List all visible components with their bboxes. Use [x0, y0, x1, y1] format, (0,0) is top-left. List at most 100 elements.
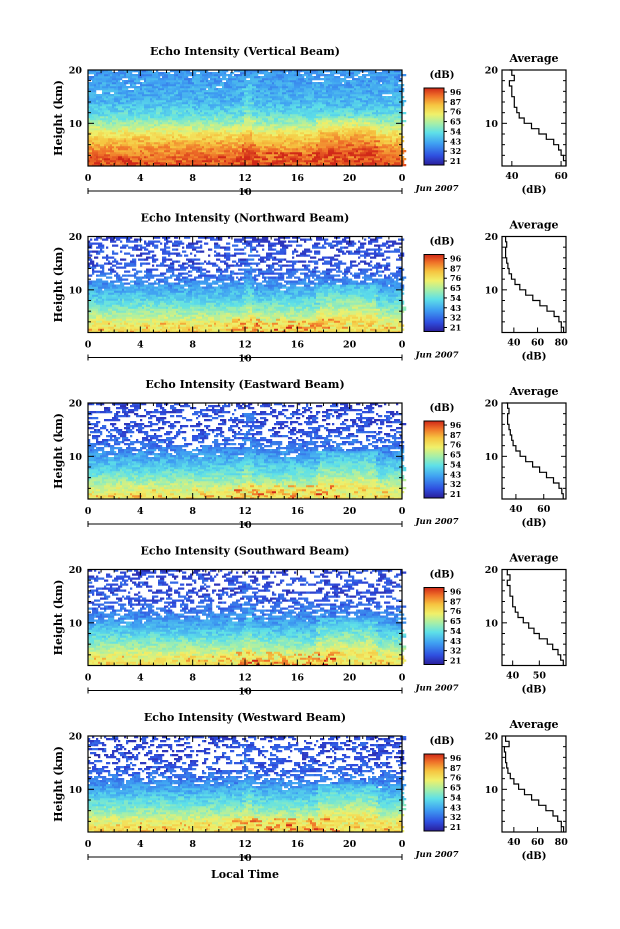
heatmap-cell [348, 142, 353, 145]
heatmap-cell [364, 136, 371, 139]
heatmap-cell [270, 320, 277, 323]
heatmap-cell [186, 114, 189, 117]
heatmap-cell [326, 144, 333, 147]
heatmap-cell [332, 158, 337, 161]
heatmap-cell [248, 146, 253, 149]
heatmap-cell [250, 330, 257, 333]
heatmap-cell [168, 120, 171, 123]
heatmap-cell [132, 316, 137, 319]
heatmap-cell [112, 82, 117, 85]
heatmap-cell [312, 86, 315, 89]
heatmap-cell [132, 134, 135, 137]
heatmap-cell [140, 156, 145, 159]
heatmap-cell [234, 304, 239, 307]
heatmap-cell [396, 86, 399, 89]
heatmap-cell [382, 148, 387, 151]
heatmap-cell [354, 74, 359, 77]
heatmap-cell [126, 76, 133, 79]
heatmap-cell [362, 150, 365, 153]
heatmap-cell [226, 316, 233, 319]
heatmap-cell [116, 144, 121, 147]
heatmap-cell [124, 110, 129, 113]
heatmap-cell [400, 306, 407, 309]
heatmap-cell [302, 156, 307, 159]
heatmap-cell [132, 156, 139, 159]
heatmap-cell [284, 160, 287, 163]
heatmap-cell [98, 326, 105, 329]
heatmap-cell [148, 156, 155, 159]
heatmap-cell [338, 324, 345, 327]
heatmap-cell [320, 84, 325, 87]
heatmap-cell [254, 70, 257, 73]
heatmap-cell [150, 106, 155, 109]
heatmap-cell [114, 108, 119, 111]
heatmap-cell [282, 80, 285, 83]
heatmap-cell [156, 132, 163, 135]
heatmap-cell [362, 310, 369, 313]
heatmap-cell [316, 326, 323, 329]
heatmap-cell [316, 118, 319, 121]
heatmap-cell [394, 146, 399, 149]
heatmap-cell [216, 322, 223, 325]
heatmap-cell [306, 82, 313, 85]
heatmap-cell [158, 78, 161, 81]
heatmap-cell [216, 108, 221, 111]
heatmap-cell [354, 116, 359, 119]
heatmap-cell [234, 122, 241, 125]
heatmap-cell [282, 150, 289, 153]
heatmap-cell [324, 328, 327, 331]
heatmap-cell [188, 88, 195, 91]
heatmap-cell [106, 146, 109, 149]
heatmap-cell [102, 158, 105, 161]
heatmap-cell [392, 102, 395, 105]
heatmap-cell [306, 152, 313, 155]
heatmap-cell [364, 158, 369, 161]
heatmap-cell [216, 310, 219, 313]
heatmap-cell [150, 146, 155, 149]
heatmap-cell [218, 74, 223, 77]
heatmap-cell [192, 116, 197, 119]
heatmap-cell [162, 156, 167, 159]
heatmap-cell [328, 90, 333, 93]
heatmap-cell [356, 114, 361, 117]
heatmap-cell [88, 114, 93, 117]
heatmap-cell [238, 140, 241, 143]
heatmap-cell [394, 96, 397, 99]
heatmap-cell [96, 134, 99, 137]
heatmap-cell [94, 154, 99, 157]
heatmap-cell [338, 104, 345, 107]
heatmap-cell [362, 84, 367, 87]
heatmap-cell [226, 326, 231, 329]
heatmap-cell [300, 130, 303, 133]
heatmap-cell [332, 112, 339, 115]
heatmap-cell [372, 324, 379, 327]
heatmap-cell [116, 82, 123, 85]
heatmap-cell [282, 84, 287, 87]
heatmap-cell [158, 102, 163, 105]
heatmap-cell [312, 72, 319, 75]
heatmap-cell [318, 72, 325, 75]
heatmap-cell [132, 104, 137, 107]
heatmap-cell [242, 74, 247, 77]
heatmap-cell [292, 88, 297, 91]
heatmap-cell [134, 80, 141, 83]
heatmap-cell [210, 330, 215, 333]
heatmap-cell [126, 106, 131, 109]
heatmap-cell [264, 330, 271, 333]
heatmap-cell [116, 140, 123, 143]
heatmap-cell [268, 94, 275, 97]
heatmap-cell [270, 124, 277, 127]
heatmap-cell [326, 102, 331, 105]
heatmap-cell [196, 114, 201, 117]
heatmap-cell [390, 316, 395, 319]
heatmap-cell [390, 108, 395, 111]
heatmap-cell [258, 120, 261, 123]
heatmap-cell [308, 88, 313, 91]
heatmap-cell [350, 128, 353, 131]
heatmap-cell [372, 98, 377, 101]
heatmap-cell [288, 134, 293, 137]
heatmap-cell [234, 102, 241, 105]
heatmap-cell [272, 152, 275, 155]
heatmap-cell [144, 148, 147, 151]
heatmap-cell [392, 138, 397, 141]
